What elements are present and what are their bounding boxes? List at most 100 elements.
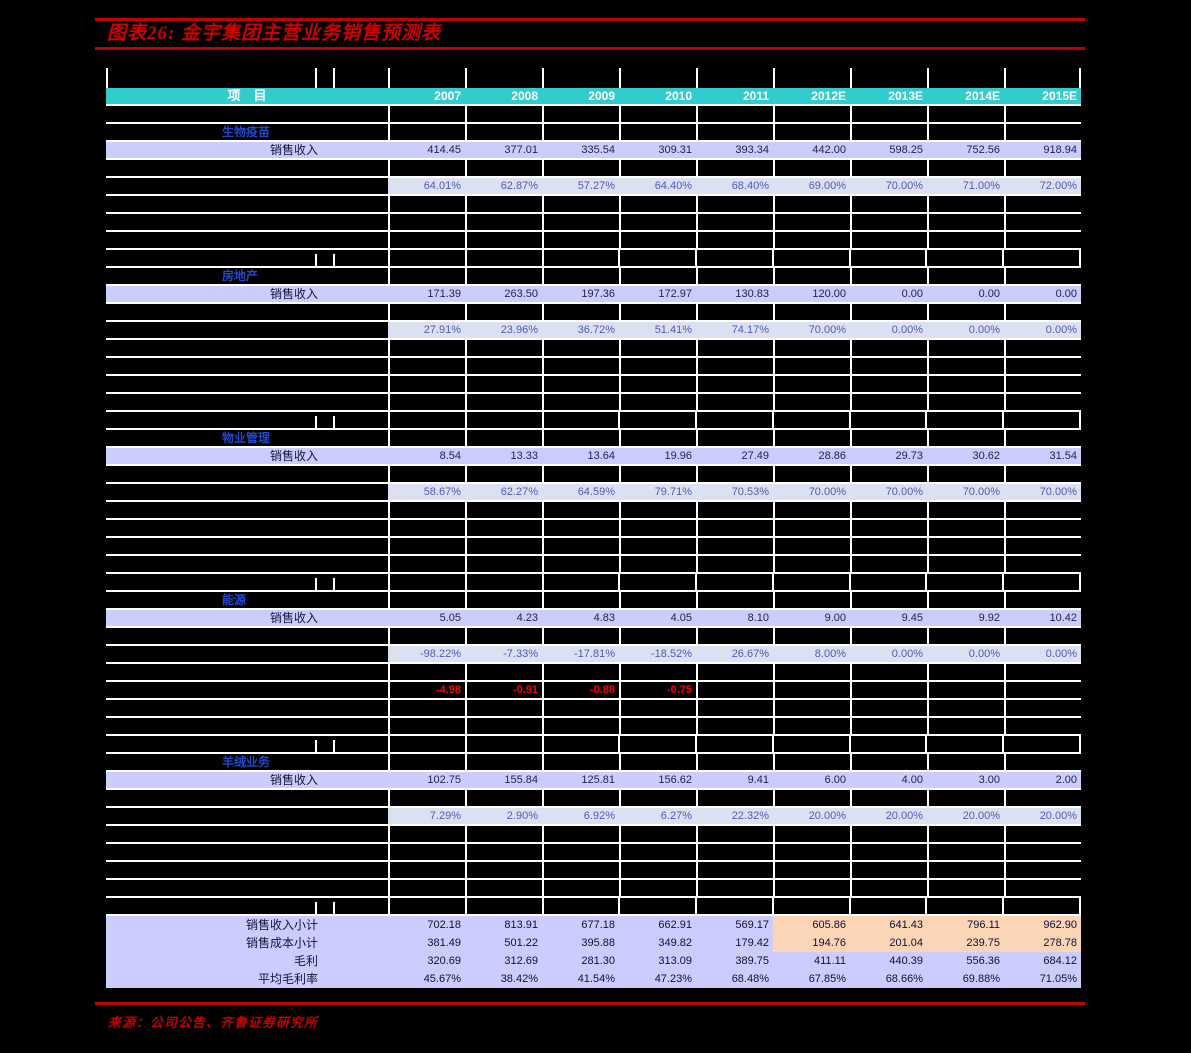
value-cell	[544, 268, 621, 284]
spacer-row	[106, 844, 1081, 862]
table-header-row: 项 目 2007 2008 2009 2010 2011 2012E 2013E 2014E 20…	[106, 88, 1081, 106]
value-cell	[929, 268, 1006, 284]
spacer-row	[106, 358, 1081, 376]
value-cell	[697, 736, 774, 752]
gridline-tick	[1004, 68, 1006, 88]
value-cell	[621, 520, 698, 536]
row-label: 销售成本小计	[245, 936, 318, 950]
spacer-row	[106, 826, 1081, 844]
value-cell	[390, 790, 467, 806]
value-cell	[544, 250, 621, 266]
value-cell: 278.78	[1004, 934, 1081, 952]
value-cell: 20.00%	[1004, 808, 1081, 824]
value-cell	[775, 466, 852, 482]
value-cell	[929, 826, 1006, 842]
value-cell: 0.00%	[927, 646, 1004, 662]
value-cell	[852, 124, 929, 140]
value-cell	[775, 268, 852, 284]
row-label	[106, 358, 390, 374]
value-cell	[1006, 718, 1081, 734]
value-cell	[390, 898, 467, 914]
value-cell	[1006, 520, 1081, 536]
chart-title-block: 图表26: 金宇集团主营业务销售预测表	[95, 18, 1085, 50]
row-label	[106, 700, 390, 716]
value-cell: 47.23%	[654, 973, 692, 985]
value-cell	[1006, 556, 1081, 572]
value-cell	[390, 502, 467, 518]
spacer-row	[106, 880, 1081, 898]
value-cell: 0.00	[978, 288, 1000, 300]
value-cell	[467, 826, 544, 842]
value-cell: 0.00%	[1004, 646, 1081, 662]
value-cell	[1006, 376, 1081, 392]
value-cell: 45.67%	[423, 973, 461, 985]
value-cell: 312.69	[504, 955, 538, 967]
spacer-row	[106, 502, 1081, 520]
value-cell	[698, 880, 775, 896]
label-column-tick	[333, 578, 335, 590]
value-cell	[698, 214, 775, 230]
value-cell	[1006, 466, 1081, 482]
value-cell	[467, 430, 544, 446]
row-label: 物业管理	[106, 430, 390, 446]
gridline-tick	[1079, 68, 1081, 88]
value-cell	[621, 196, 698, 212]
value-cell	[775, 520, 852, 536]
value-cell	[390, 700, 467, 716]
value-cell	[698, 520, 775, 536]
value-cell	[851, 412, 928, 428]
value-cell	[775, 124, 852, 140]
value-cell: 414.45	[427, 144, 461, 156]
value-cell	[929, 430, 1006, 446]
value-cell	[698, 466, 775, 482]
summary-row: 毛利 320.69 312.69 281.30 313.09 389.75 411.11 44…	[106, 952, 1081, 970]
gridline-tick	[388, 68, 390, 88]
value-cell: 70.00%	[850, 178, 927, 194]
value-cell: 662.91	[658, 919, 692, 931]
value-cell	[1006, 664, 1081, 680]
value-cell	[929, 214, 1006, 230]
value-cell	[775, 826, 852, 842]
value-cell: 38.42%	[500, 973, 538, 985]
value-cell	[467, 394, 544, 410]
value-cell	[467, 124, 544, 140]
red-row: -4.98 -0.91 -0.88 -0.75	[106, 682, 1081, 700]
value-cell: 9.45	[901, 612, 923, 624]
value-cell	[929, 466, 1006, 482]
row-label: 生物疫苗	[106, 124, 390, 140]
value-cell: 70.00%	[927, 484, 1004, 500]
value-cell	[621, 862, 698, 878]
spacer-row	[106, 376, 1081, 394]
value-cell: 74.17%	[696, 322, 773, 338]
value-cell	[544, 430, 621, 446]
value-cell	[544, 196, 621, 212]
value-cell	[929, 394, 1006, 410]
value-cell	[852, 466, 929, 482]
row-label	[106, 826, 390, 842]
value-cell	[775, 304, 852, 320]
value-cell	[929, 880, 1006, 896]
value-cell: -0.88	[544, 682, 621, 698]
value-cell	[390, 430, 467, 446]
value-cell	[698, 430, 775, 446]
header-year-cell: 2015E	[1042, 89, 1077, 103]
value-cell	[390, 862, 467, 878]
value-cell: 377.01	[504, 144, 538, 156]
value-cell	[698, 376, 775, 392]
value-cell: 381.49	[427, 937, 461, 949]
value-cell: 30.62	[972, 450, 1000, 462]
value-cell	[390, 304, 467, 320]
value-cell	[775, 592, 852, 608]
value-cell	[852, 790, 929, 806]
row-label	[106, 628, 390, 644]
header-year-cell: 2008	[511, 89, 538, 103]
value-cell: 57.27%	[542, 178, 619, 194]
value-cell: 70.53%	[696, 484, 773, 500]
value-cell	[621, 538, 698, 554]
value-cell: 263.50	[504, 288, 538, 300]
value-cell	[698, 628, 775, 644]
value-cell	[621, 790, 698, 806]
row-label: 销售收入小计	[245, 918, 318, 932]
value-cell	[390, 736, 467, 752]
value-cell	[621, 880, 698, 896]
